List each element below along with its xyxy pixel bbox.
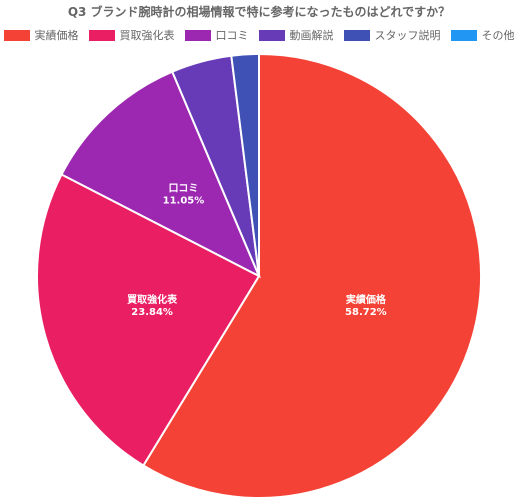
legend-swatch	[343, 29, 370, 41]
slice-value-label-1: 23.84%	[131, 307, 173, 318]
legend-label: その他	[481, 29, 515, 42]
legend-label: 動画解説	[289, 29, 334, 42]
legend-swatch	[3, 29, 30, 41]
legend-item-sonota[interactable]: その他	[450, 27, 515, 43]
slice-category-label-2: 口コミ	[168, 183, 198, 195]
legend-item-staff-setsumei[interactable]: スタッフ説明	[343, 27, 441, 43]
slice-value-label-0: 58.72%	[345, 307, 387, 318]
pie-slice-0[interactable]	[141, 52, 483, 499]
legend-item-jisseki-kakaku[interactable]: 実績価格	[3, 27, 79, 43]
slice-value-label-2: 11.05%	[163, 196, 205, 207]
legend-swatch	[450, 29, 477, 41]
pie-slice-1[interactable]	[36, 173, 261, 467]
slice-category-label-1: 買取強化表	[127, 293, 178, 306]
chart-legend: 実績価格 買取強化表 口コミ 動画解説 スタッフ説明 その他	[0, 27, 518, 43]
legend-swatch	[184, 29, 211, 41]
legend-item-douga-kaisetsu[interactable]: 動画解説	[258, 27, 334, 43]
chart-title: Q3 ブランド腕時計の相場情報で特に参考になったものはどれですか？	[67, 5, 451, 19]
legend-label: 買取強化表	[119, 29, 175, 42]
slice-category-label-0: 実績価格	[346, 293, 387, 306]
legend-swatch	[258, 29, 285, 41]
pie-slice-4[interactable]	[230, 52, 260, 277]
legend-label: スタッフ説明	[374, 29, 441, 42]
legend-item-kuchikomi[interactable]: 口コミ	[184, 27, 249, 43]
pie-slice-2[interactable]	[60, 70, 262, 279]
legend-label: 口コミ	[215, 29, 249, 42]
legend-swatch	[88, 29, 115, 41]
legend-item-kaitori-kyoukahyou[interactable]: 買取強化表	[88, 27, 175, 43]
legend-label: 実績価格	[34, 29, 79, 42]
